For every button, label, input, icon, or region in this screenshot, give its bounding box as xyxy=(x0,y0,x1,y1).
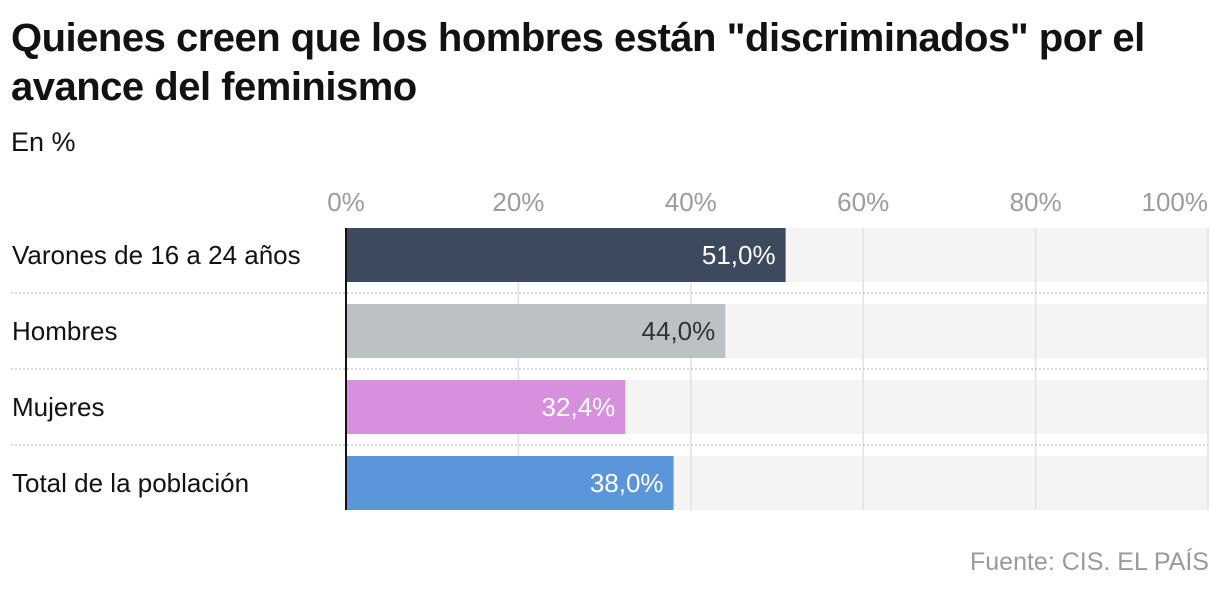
x-tick-label: 20% xyxy=(492,187,544,217)
category-label: Mujeres xyxy=(12,392,104,422)
bar xyxy=(346,228,786,282)
x-tick-label: 60% xyxy=(837,187,889,217)
value-label: 51,0% xyxy=(702,240,776,270)
x-tick-label: 0% xyxy=(327,187,365,217)
bar xyxy=(346,380,626,434)
x-tick-label: 80% xyxy=(1010,187,1062,217)
value-label: 38,0% xyxy=(590,468,664,498)
x-tick-label: 100% xyxy=(1142,187,1209,217)
category-label: Varones de 16 a 24 años xyxy=(12,240,301,270)
bar xyxy=(346,456,674,510)
x-tick-label: 40% xyxy=(665,187,717,217)
chart-title: Quienes creen que los hombres están "dis… xyxy=(11,16,1145,109)
bar xyxy=(346,304,726,358)
source-note: Fuente: CIS. EL PAÍS xyxy=(969,548,1209,576)
value-label: 44,0% xyxy=(642,316,716,346)
value-label: 32,4% xyxy=(542,392,616,422)
chart-subtitle: En % xyxy=(11,127,76,157)
category-label: Hombres xyxy=(12,316,117,346)
category-label: Total de la población xyxy=(12,468,249,498)
